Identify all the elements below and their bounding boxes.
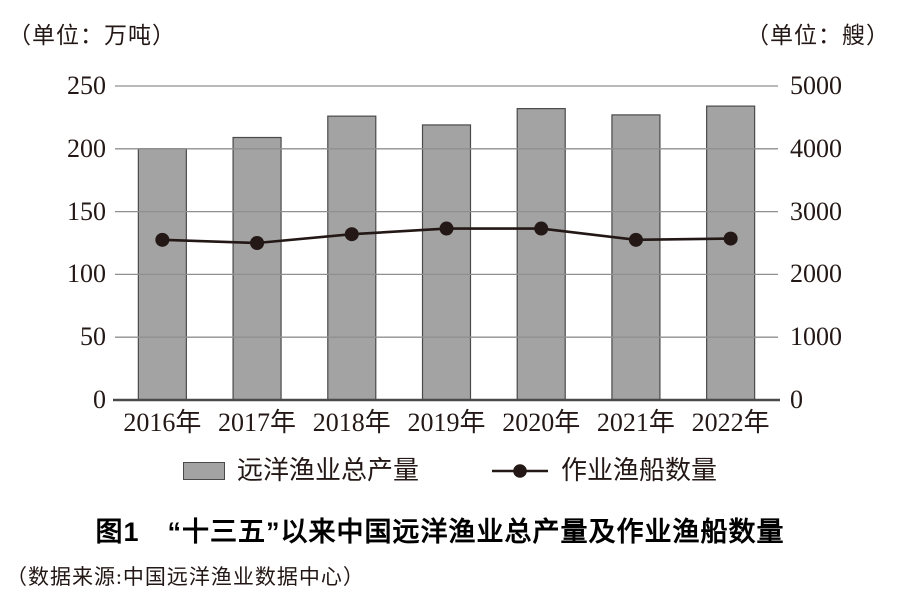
data-source-note: （数据来源:中国远洋渔业数据中心） [6, 565, 365, 589]
left-tick-0: 0 [93, 385, 106, 414]
x-label-2022年: 2022年 [691, 408, 770, 437]
legend-item-vessels: 作业渔船数量 [491, 458, 717, 484]
right-tick-4000: 4000 [790, 133, 842, 163]
figure-caption: 图1 “十三五”以来中国远洋渔业总产量及作业渔船数量 [95, 517, 785, 547]
bar-2019年 [421, 124, 472, 401]
legend-item-production: 远洋渔业总产量 [182, 456, 419, 485]
bar-2018年 [327, 115, 377, 401]
chart-legend: 远洋渔业总产量 作业渔船数量 [30, 453, 870, 489]
bar-2022年 [706, 105, 756, 401]
legend-label-vessels: 作业渔船数量 [561, 456, 718, 485]
vessel-point-2018年 [344, 227, 359, 242]
x-label-2016年: 2016年 [123, 408, 202, 437]
bar-2017年 [232, 136, 282, 401]
x-label-2019年: 2019年 [407, 408, 486, 437]
right-tick-3000: 3000 [790, 196, 842, 226]
left-tick-250: 250 [67, 71, 106, 100]
vessel-point-2017年 [250, 236, 265, 250]
chart-plot-area: 0 50 100 150 200 250 0 1000 2000 3000 4000 5000 2016… [67, 71, 842, 437]
vessel-point-2019年 [439, 221, 454, 236]
vessel-point-2016年 [155, 232, 170, 247]
left-axis-unit-label: （单位：万吨） [8, 23, 176, 48]
right-tick-0: 0 [790, 385, 803, 414]
chart-canvas [113, 85, 780, 402]
x-label-2018年: 2018年 [312, 408, 391, 437]
left-tick-100: 100 [67, 259, 106, 289]
left-tick-200: 200 [67, 133, 106, 163]
right-tick-5000: 5000 [790, 71, 842, 100]
left-tick-50: 50 [80, 322, 106, 352]
bar-2021年 [611, 114, 661, 401]
bar-swatch-icon [182, 462, 225, 480]
legend-label-production: 远洋渔业总产量 [236, 456, 419, 485]
vessel-point-2021年 [628, 232, 643, 247]
x-label-2020年: 2020年 [502, 408, 581, 437]
right-axis-unit-label: （单位：艘） [746, 23, 890, 48]
left-tick-150: 150 [67, 196, 106, 226]
vessel-point-2020年 [534, 221, 549, 236]
vessel-point-2022年 [723, 231, 738, 246]
line-marker-icon [492, 464, 548, 478]
right-tick-1000: 1000 [790, 322, 842, 352]
x-label-2017年: 2017年 [218, 408, 297, 437]
right-tick-2000: 2000 [790, 259, 842, 289]
x-label-2021年: 2021年 [596, 408, 675, 437]
bar-2020年 [516, 108, 566, 401]
